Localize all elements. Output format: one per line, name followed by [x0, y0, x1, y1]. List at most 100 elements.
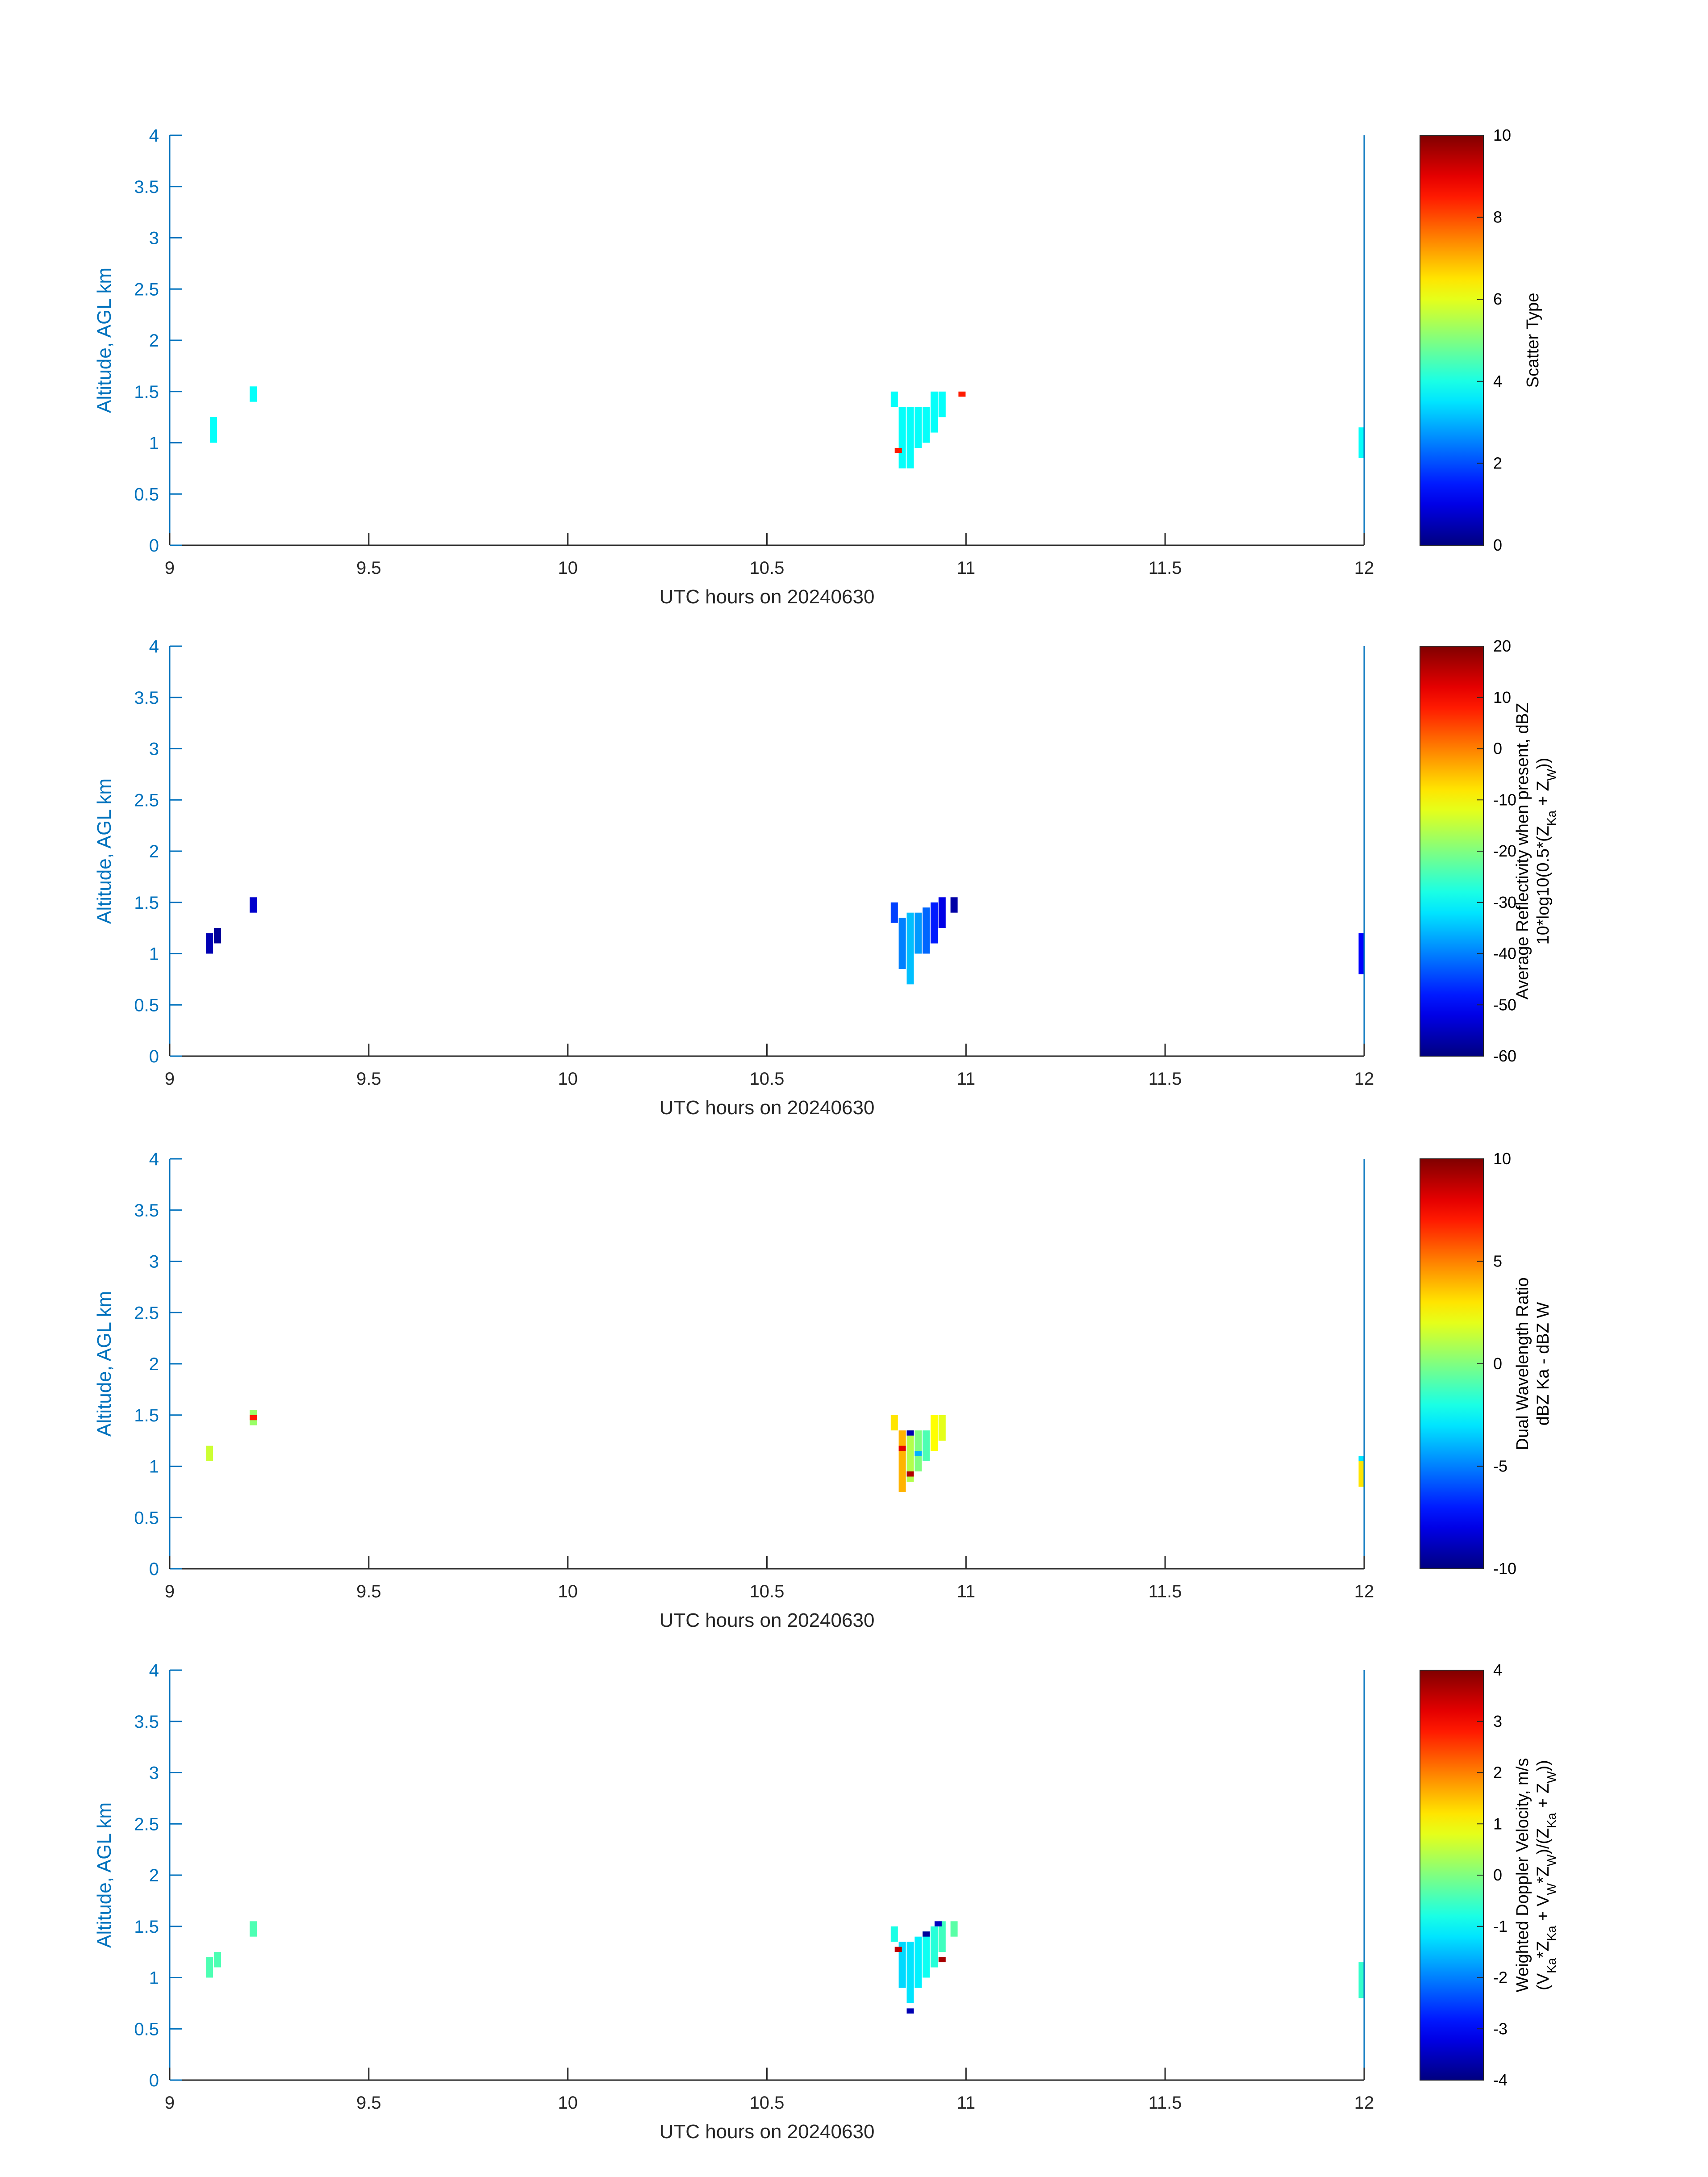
colorbar-label: (VKa*ZKa + VW*ZW)/(ZKa + ZW)): [1534, 1760, 1558, 1990]
colorbar-tick-label: 6: [1493, 290, 1502, 308]
colorbar-tick-label: 2: [1493, 454, 1502, 472]
data-cell: [934, 1921, 942, 1926]
x-tick-label: 11: [957, 1582, 976, 1601]
colorbar: [1420, 135, 1484, 546]
data-cell: [938, 1415, 946, 1441]
data-cell: [950, 1921, 958, 1937]
data-cell: [906, 1471, 914, 1477]
data-cell: [906, 1430, 914, 1482]
colorbar: [1420, 1158, 1484, 1569]
data-cell: [923, 1931, 930, 1937]
y-tick-label: 3.5: [134, 177, 159, 197]
colorbar-tick-label: 4: [1493, 372, 1502, 390]
x-tick-label: 12: [1354, 2093, 1374, 2113]
y-tick-label: 3: [149, 740, 159, 759]
y-tick-label: 2: [149, 1866, 159, 1885]
data-cell: [250, 386, 257, 402]
y-tick-label: 1: [149, 1457, 159, 1477]
data-cell: [890, 1415, 898, 1431]
data-cell: [923, 907, 930, 954]
colorbar-tick-label: 4: [1493, 1661, 1502, 1679]
x-tick-label: 10.5: [750, 1069, 785, 1089]
y-tick-label: 2: [149, 1354, 159, 1374]
x-tick-label: 10: [558, 558, 578, 578]
x-tick-label: 12: [1354, 1582, 1374, 1601]
colorbar-tick-label: 1: [1493, 1814, 1502, 1833]
colorbar-label: Scatter Type: [1524, 293, 1542, 388]
y-tick-label: 2.5: [134, 1303, 159, 1323]
data-cell: [938, 1957, 946, 1963]
colorbar-tick-label: -10: [1493, 790, 1516, 809]
colorbar-tick-label: -5: [1493, 1457, 1508, 1475]
y-tick-label: 3: [149, 229, 159, 248]
y-tick-label: 4: [149, 126, 159, 146]
colorbar-tick-label: 0: [1493, 740, 1502, 758]
y-axis-label: Altitude, AGL km: [93, 267, 115, 413]
colorbar-tick-label: -4: [1493, 2071, 1508, 2089]
data-cell: [894, 1947, 902, 1952]
x-tick-label: 9: [165, 1069, 175, 1089]
data-cell: [923, 407, 930, 443]
x-tick-label: 9.5: [356, 1582, 381, 1601]
x-tick-label: 10.5: [750, 558, 785, 578]
y-tick-label: 1.5: [134, 382, 159, 402]
y-tick-label: 3.5: [134, 688, 159, 708]
y-tick-label: 3.5: [134, 1201, 159, 1220]
y-tick-label: 0.5: [134, 995, 159, 1015]
x-axis-label: UTC hours on 20240630: [660, 1609, 875, 1631]
x-tick-label: 11.5: [1148, 1069, 1182, 1089]
data-cell: [906, 2008, 914, 2014]
colorbar-label: dBZ Ka - dBZ W: [1534, 1302, 1553, 1426]
y-tick-label: 3: [149, 1252, 159, 1272]
colorbar-tick-label: -1: [1493, 1917, 1508, 1935]
colorbar: [1420, 1670, 1484, 2081]
data-cell: [938, 1921, 946, 1952]
data-cell: [206, 1957, 213, 1978]
y-tick-label: 2.5: [134, 1814, 159, 1834]
x-tick-label: 11: [957, 2093, 976, 2113]
y-axis-label: Altitude, AGL km: [93, 1802, 115, 1948]
data-cell: [206, 933, 213, 954]
data-cell: [250, 1921, 257, 1937]
data-cell: [898, 1446, 906, 1451]
x-axis-label: UTC hours on 20240630: [660, 586, 875, 608]
y-tick-label: 1: [149, 1968, 159, 1988]
y-tick-label: 1.5: [134, 893, 159, 913]
data-cell: [890, 391, 898, 407]
x-tick-label: 11.5: [1148, 2093, 1182, 2113]
y-tick-label: 0.5: [134, 1508, 159, 1528]
colorbar-tick-label: -60: [1493, 1047, 1516, 1065]
data-cell: [915, 407, 922, 448]
colorbar-tick-label: -30: [1493, 893, 1516, 911]
y-tick-label: 3.5: [134, 1712, 159, 1732]
x-tick-label: 10.5: [750, 2093, 785, 2113]
data-cell: [915, 1936, 922, 1988]
colorbar-tick-label: -50: [1493, 995, 1516, 1014]
y-tick-label: 4: [149, 1149, 159, 1169]
x-tick-label: 12: [1354, 1069, 1374, 1089]
y-tick-label: 1: [149, 434, 159, 453]
data-cell: [214, 1952, 221, 1968]
x-axis-label: UTC hours on 20240630: [660, 2121, 875, 2143]
x-tick-label: 10: [558, 1069, 578, 1089]
colorbar-label: 10*log10(0.5*(ZKa + ZW)): [1534, 758, 1558, 945]
data-cell: [210, 417, 217, 443]
y-tick-label: 0: [149, 1047, 159, 1066]
colorbar-tick-label: -40: [1493, 944, 1516, 963]
data-cell: [915, 912, 922, 954]
colorbar-label: Average Reflectivity when present, dBZ: [1513, 703, 1532, 1000]
colorbar-tick-label: 2: [1493, 1763, 1502, 1782]
x-tick-label: 11: [957, 558, 976, 578]
y-axis-label: Altitude, AGL km: [93, 778, 115, 924]
y-tick-label: 4: [149, 637, 159, 656]
data-cell: [938, 391, 946, 418]
colorbar-tick-label: 10: [1493, 688, 1511, 706]
y-tick-label: 4: [149, 1661, 159, 1680]
data-cell: [214, 928, 221, 944]
data-cell: [931, 1415, 938, 1451]
